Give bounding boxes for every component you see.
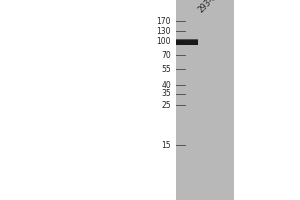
- Text: 55: 55: [161, 64, 171, 73]
- Text: 35: 35: [161, 90, 171, 98]
- Text: 293-UV: 293-UV: [196, 0, 223, 14]
- Bar: [176, 0, 234, 200]
- Text: 130: 130: [157, 26, 171, 36]
- Text: 100: 100: [157, 38, 171, 46]
- Bar: [176, 39, 198, 40]
- Text: 40: 40: [161, 81, 171, 90]
- Bar: [176, 40, 198, 41]
- Text: 15: 15: [161, 140, 171, 149]
- Text: 25: 25: [161, 100, 171, 110]
- Text: 70: 70: [161, 50, 171, 60]
- Text: 170: 170: [157, 17, 171, 25]
- Bar: [176, 39, 198, 45]
